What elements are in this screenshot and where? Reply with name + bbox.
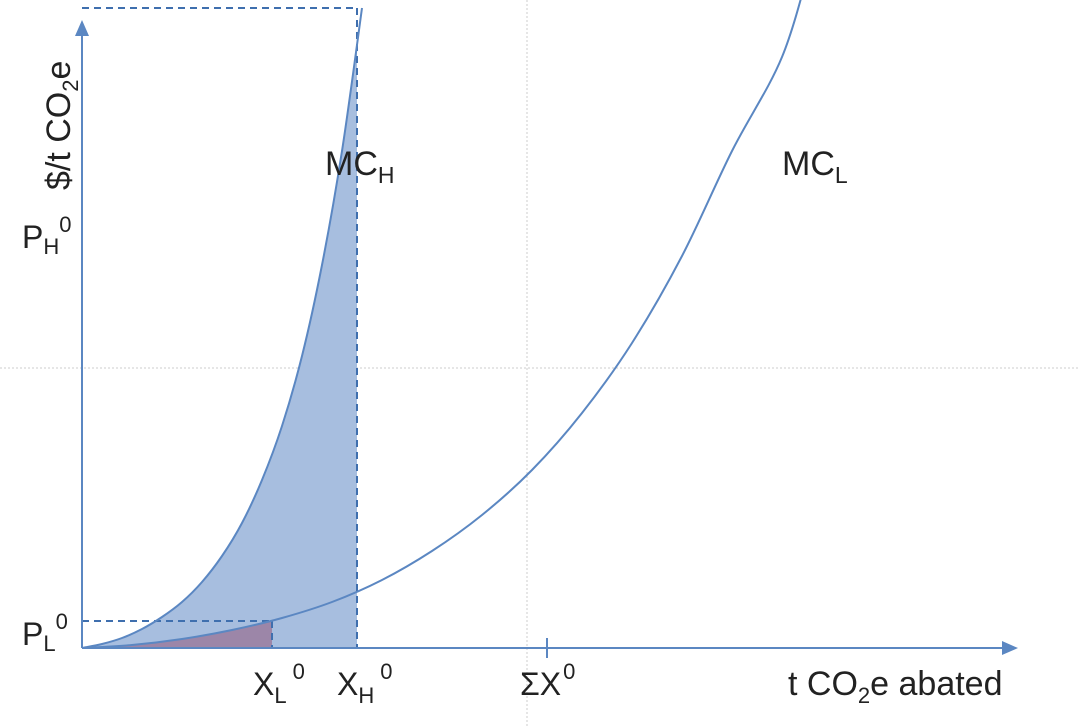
x-axis-title: t CO2e abated — [788, 665, 1003, 708]
annotation-xh0-sup: 0 — [380, 659, 392, 684]
annotation-xh0-main: X — [337, 666, 358, 702]
annotation-pl0-main: P — [22, 616, 43, 652]
annotation-pl0: PL0 — [22, 609, 68, 656]
series-label-mc-l-main: MC — [782, 145, 835, 183]
annotation-xl0-main: X — [253, 666, 274, 702]
annotation-xl0-sup: 0 — [293, 659, 305, 684]
x-axis-title-rest: e abated — [870, 665, 1002, 703]
annotation-ph0-sub: H — [43, 234, 59, 259]
annotation-xh0-sub: H — [358, 683, 374, 708]
x-axis-title-main: t CO — [788, 665, 858, 703]
y-axis-title-sub: 2 — [58, 80, 83, 92]
series-label-mc-h: MCH — [325, 145, 395, 188]
annotation-xl0: XL0 — [253, 659, 305, 708]
annotation-sum-x0: ΣX0 — [520, 659, 575, 702]
annotation-xl0-sub: L — [274, 683, 286, 708]
annotation-xh0: XH0 — [337, 659, 392, 708]
annotation-sum-x0-main: ΣX — [520, 666, 561, 702]
x-axis-arrow-icon — [1002, 641, 1018, 655]
annotation-pl0-sub: L — [43, 631, 55, 656]
y-axis-title-rest: e — [40, 61, 78, 80]
annotation-ph0: PH0 — [22, 212, 71, 259]
area-under-mc-l — [82, 620, 272, 648]
annotation-sum-x0-sup: 0 — [563, 659, 575, 684]
series-label-mc-h-sub: H — [378, 162, 395, 188]
area-under-mc-h — [82, 43, 357, 649]
series-label-mc-h-main: MC — [325, 145, 378, 183]
y-axis-title-main: $/t CO — [40, 92, 78, 190]
series-label-mc-l: MCL — [782, 145, 848, 188]
series-line-mc-h — [81, 7, 363, 649]
annotation-ph0-main: P — [22, 219, 43, 255]
series-line-mc-l — [81, 0, 802, 649]
annotation-pl0-sup: 0 — [56, 609, 68, 634]
y-axis-title: $/t CO2e — [40, 61, 83, 190]
series-label-mc-l-sub: L — [835, 162, 848, 188]
annotation-ph0-sup: 0 — [59, 212, 71, 237]
y-axis-arrow-icon — [75, 20, 89, 36]
x-axis-title-sub: 2 — [858, 683, 870, 708]
